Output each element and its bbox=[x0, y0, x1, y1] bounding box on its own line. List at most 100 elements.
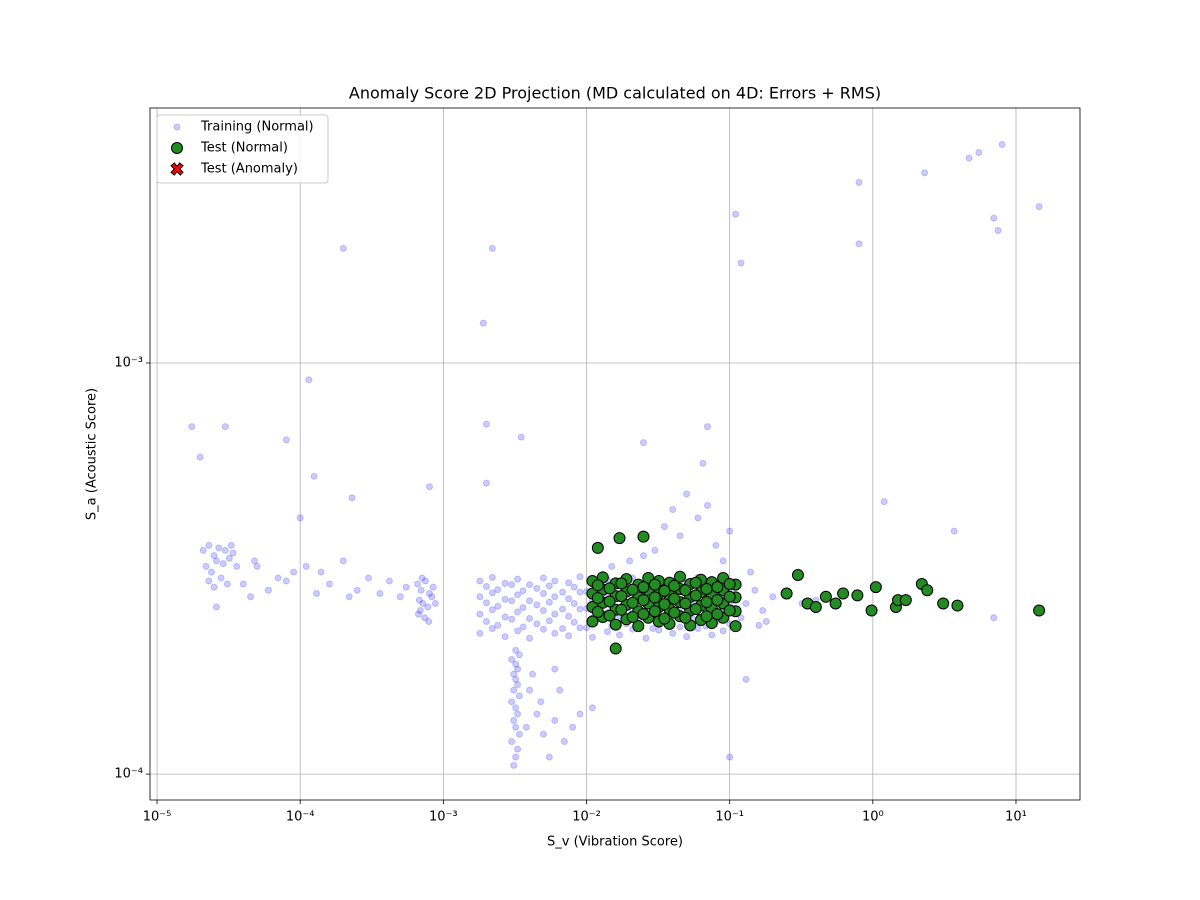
legend-marker bbox=[173, 123, 181, 131]
point bbox=[515, 651, 523, 659]
point bbox=[639, 439, 647, 447]
point bbox=[689, 603, 702, 616]
point bbox=[737, 259, 745, 267]
y-axis-label: S_a (Acoustic Score) bbox=[85, 388, 100, 520]
point bbox=[227, 541, 235, 549]
point bbox=[950, 527, 958, 535]
point bbox=[514, 745, 522, 753]
point bbox=[676, 532, 684, 540]
point bbox=[476, 610, 484, 618]
point bbox=[210, 583, 218, 591]
point bbox=[694, 514, 702, 522]
point bbox=[539, 625, 547, 633]
point bbox=[545, 617, 553, 625]
point bbox=[829, 597, 842, 610]
point bbox=[482, 599, 490, 607]
point bbox=[855, 178, 863, 186]
point bbox=[479, 319, 487, 327]
point bbox=[217, 574, 225, 582]
point bbox=[699, 459, 707, 467]
x-tick-label: 10⁻⁴ bbox=[286, 810, 315, 825]
point bbox=[515, 692, 523, 700]
point bbox=[482, 582, 490, 590]
point bbox=[570, 618, 578, 626]
point bbox=[205, 541, 213, 549]
point bbox=[247, 593, 255, 601]
point bbox=[212, 557, 220, 565]
point bbox=[737, 614, 745, 622]
point bbox=[402, 583, 410, 591]
point bbox=[425, 618, 433, 626]
point bbox=[676, 623, 684, 631]
point bbox=[711, 608, 724, 621]
point bbox=[569, 723, 577, 731]
point bbox=[759, 606, 767, 614]
point bbox=[639, 552, 647, 560]
point bbox=[519, 604, 527, 612]
point bbox=[482, 420, 490, 428]
point bbox=[488, 606, 496, 614]
point bbox=[317, 568, 325, 576]
point bbox=[512, 646, 520, 654]
point bbox=[994, 226, 1002, 234]
point bbox=[689, 576, 702, 589]
point bbox=[669, 629, 677, 637]
point bbox=[501, 633, 509, 641]
point bbox=[626, 583, 639, 596]
point bbox=[253, 562, 261, 570]
point bbox=[512, 675, 520, 683]
point bbox=[576, 573, 584, 581]
point bbox=[588, 633, 596, 641]
point bbox=[609, 618, 622, 631]
point bbox=[510, 670, 518, 678]
point bbox=[632, 620, 645, 633]
point bbox=[494, 586, 502, 594]
point bbox=[515, 730, 523, 738]
point bbox=[591, 579, 604, 592]
chart-title: Anomaly Score 2D Projection (MD calculat… bbox=[349, 84, 881, 103]
point bbox=[551, 610, 559, 618]
point bbox=[711, 581, 724, 594]
point bbox=[791, 568, 804, 581]
point bbox=[655, 626, 663, 634]
point bbox=[264, 586, 272, 594]
point bbox=[501, 613, 509, 621]
point bbox=[421, 577, 429, 585]
point bbox=[615, 577, 628, 590]
legend-marker bbox=[171, 142, 183, 154]
point bbox=[609, 642, 622, 655]
point bbox=[526, 686, 534, 694]
point bbox=[313, 589, 321, 597]
point bbox=[417, 586, 425, 594]
point bbox=[726, 527, 734, 535]
x-tick-label: 10¹ bbox=[1005, 810, 1027, 825]
point bbox=[648, 578, 661, 591]
point bbox=[514, 681, 522, 689]
x-tick-label: 10⁰ bbox=[862, 810, 884, 825]
point bbox=[188, 423, 196, 431]
point bbox=[526, 615, 534, 623]
point bbox=[545, 598, 553, 606]
point bbox=[637, 581, 650, 594]
y-tick-label: 10⁻³ bbox=[114, 355, 143, 370]
point bbox=[742, 599, 750, 607]
point bbox=[703, 423, 711, 431]
point bbox=[990, 614, 998, 622]
point bbox=[302, 562, 310, 570]
point bbox=[282, 436, 290, 444]
point bbox=[565, 595, 573, 603]
point bbox=[648, 605, 661, 618]
point bbox=[526, 597, 534, 605]
point bbox=[431, 599, 439, 607]
point bbox=[305, 376, 313, 384]
point bbox=[229, 549, 237, 557]
point bbox=[613, 532, 626, 545]
point bbox=[990, 214, 998, 222]
point bbox=[508, 738, 516, 746]
point bbox=[626, 596, 639, 609]
point bbox=[239, 580, 247, 588]
point bbox=[533, 601, 541, 609]
point bbox=[551, 577, 559, 585]
point bbox=[494, 602, 502, 610]
point bbox=[855, 240, 863, 248]
